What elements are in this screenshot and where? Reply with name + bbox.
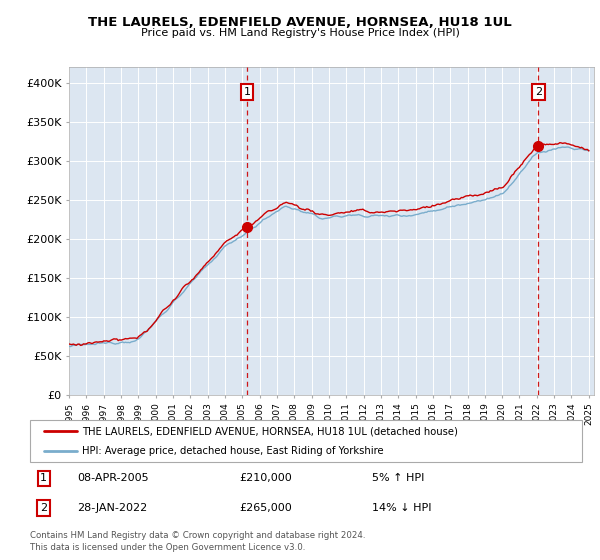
Text: HPI: Average price, detached house, East Riding of Yorkshire: HPI: Average price, detached house, East… [82,446,384,456]
Text: 14% ↓ HPI: 14% ↓ HPI [372,503,432,513]
Text: 2: 2 [40,503,47,513]
Text: Contains HM Land Registry data © Crown copyright and database right 2024.: Contains HM Land Registry data © Crown c… [30,531,365,540]
Text: 1: 1 [40,473,47,483]
Text: 08-APR-2005: 08-APR-2005 [77,473,149,483]
Text: 2: 2 [535,87,542,97]
Text: £265,000: £265,000 [240,503,293,513]
Text: £210,000: £210,000 [240,473,293,483]
Text: This data is licensed under the Open Government Licence v3.0.: This data is licensed under the Open Gov… [30,543,305,552]
Text: 1: 1 [244,87,250,97]
Text: THE LAURELS, EDENFIELD AVENUE, HORNSEA, HU18 1UL: THE LAURELS, EDENFIELD AVENUE, HORNSEA, … [88,16,512,29]
Text: THE LAURELS, EDENFIELD AVENUE, HORNSEA, HU18 1UL (detached house): THE LAURELS, EDENFIELD AVENUE, HORNSEA, … [82,426,458,436]
Text: Price paid vs. HM Land Registry's House Price Index (HPI): Price paid vs. HM Land Registry's House … [140,28,460,38]
FancyBboxPatch shape [30,420,582,462]
Text: 28-JAN-2022: 28-JAN-2022 [77,503,147,513]
Text: 5% ↑ HPI: 5% ↑ HPI [372,473,425,483]
